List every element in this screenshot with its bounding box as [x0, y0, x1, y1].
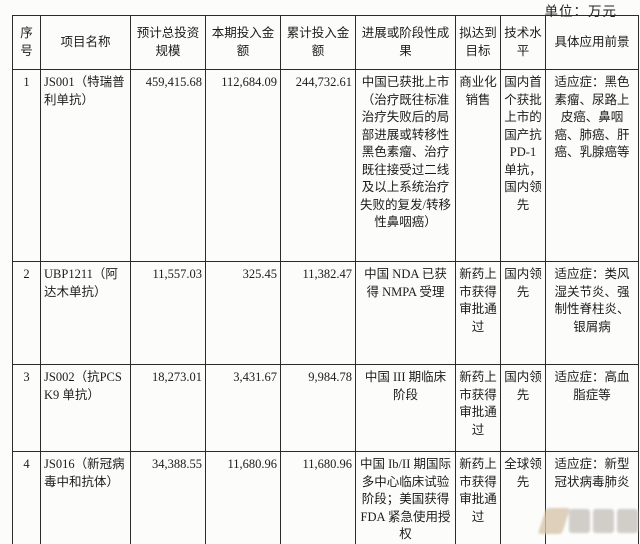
cell-no: 1 [12, 69, 41, 262]
table-row: 2 UBP1211（阿达木单抗） 11,557.03 325.45 11,382.47 中… [12, 261, 639, 365]
table-row: 3 JS002（抗PCSK9 单抗） 18,273.01 3,431.67 9,984.… [12, 364, 639, 452]
cell-prospect: 适应症：黑色素瘤、尿路上皮癌、鼻咽癌、肺癌、肝癌、乳腺癌等 [545, 69, 639, 262]
cell-cumulative: 11,680.96 [280, 451, 356, 544]
cell-cumulative: 9,984.78 [280, 364, 356, 452]
cell-tech: 国内领先 [500, 261, 546, 365]
cell-total: 459,415.68 [130, 69, 206, 262]
cell-prospect: 适应症：高血脂症等 [545, 364, 639, 452]
cell-current: 11,680.96 [205, 451, 281, 544]
cell-target: 新药上市获得审批通过 [455, 261, 501, 365]
cell-no: 4 [12, 451, 41, 544]
header-cell-cumulative: 累计投入金额 [280, 15, 356, 70]
cell-prospect: 适应症：新型冠状病毒肺炎 [545, 451, 639, 544]
header-cell-tech: 技术水平 [500, 15, 546, 70]
cell-total: 34,388.55 [130, 451, 206, 544]
cell-name: JS016（新冠病毒中和抗体） [40, 451, 131, 544]
header-cell-total: 预计总投资规模 [130, 15, 206, 70]
cell-target: 新药上市获得审批通过 [455, 364, 501, 452]
table-header: 序号 项目名称 预计总投资规模 本期投入金额 累计投入金额 进展或阶段性成果 拟达到目标 技术… [12, 15, 639, 70]
cell-tech: 国内领先 [500, 364, 546, 452]
table-row: 1 JS001（特瑞普利单抗） 459,415.68 112,684.09 244,73… [12, 69, 639, 262]
header-cell-no: 序号 [12, 15, 41, 70]
cell-progress: 中国 III 期临床阶段 [355, 364, 456, 452]
header-cell-name: 项目名称 [40, 15, 131, 70]
cell-current: 3,431.67 [205, 364, 281, 452]
cell-progress: 中国已获批上市（治疗既往标准治疗失败后的局部进展或转移性黑色素瘤、治疗既往接受过… [355, 69, 456, 262]
cell-progress: 中国 NDA 已获得 NMPA 受理 [355, 261, 456, 365]
cell-no: 3 [12, 364, 41, 452]
header-cell-current: 本期投入金额 [205, 15, 281, 70]
cell-target: 新药上市获得审批通过 [455, 451, 501, 544]
cell-current: 112,684.09 [205, 69, 281, 262]
header-cell-prospect: 具体应用前景 [545, 15, 639, 70]
cell-progress: 中国 Ib/II 期国际多中心临床试验阶段；美国获得 FDA 紧急使用授权 [355, 451, 456, 544]
table-body: 1 JS001（特瑞普利单抗） 459,415.68 112,684.09 244,73… [12, 69, 639, 544]
cell-total: 11,557.03 [130, 261, 206, 365]
header-cell-progress: 进展或阶段性成果 [355, 15, 456, 70]
cell-prospect: 适应症：类风湿关节炎、强制性脊柱炎、银屑病 [545, 261, 639, 365]
cell-tech: 全球领先 [500, 451, 546, 544]
cell-no: 2 [12, 261, 41, 365]
cell-tech: 国内首个获批上市的国产抗PD-1单抗，国内领先 [500, 69, 546, 262]
cell-name: JS001（特瑞普利单抗） [40, 69, 131, 262]
header-row: 序号 项目名称 预计总投资规模 本期投入金额 累计投入金额 进展或阶段性成果 拟达到目标 技术… [12, 15, 639, 70]
cell-current: 325.45 [205, 261, 281, 365]
cell-cumulative: 244,732.61 [280, 69, 356, 262]
cell-name: UBP1211（阿达木单抗） [40, 261, 131, 365]
header-cell-target: 拟达到目标 [455, 15, 501, 70]
cell-name: JS002（抗PCSK9 单抗） [40, 364, 131, 452]
table-row: 4 JS016（新冠病毒中和抗体） 34,388.55 11,680.96 11,680… [12, 451, 639, 544]
investment-projects-table: 序号 项目名称 预计总投资规模 本期投入金额 累计投入金额 进展或阶段性成果 拟达到目标 技术… [12, 15, 639, 544]
cell-target: 商业化销售 [455, 69, 501, 262]
cell-total: 18,273.01 [130, 364, 206, 452]
cell-cumulative: 11,382.47 [280, 261, 356, 365]
